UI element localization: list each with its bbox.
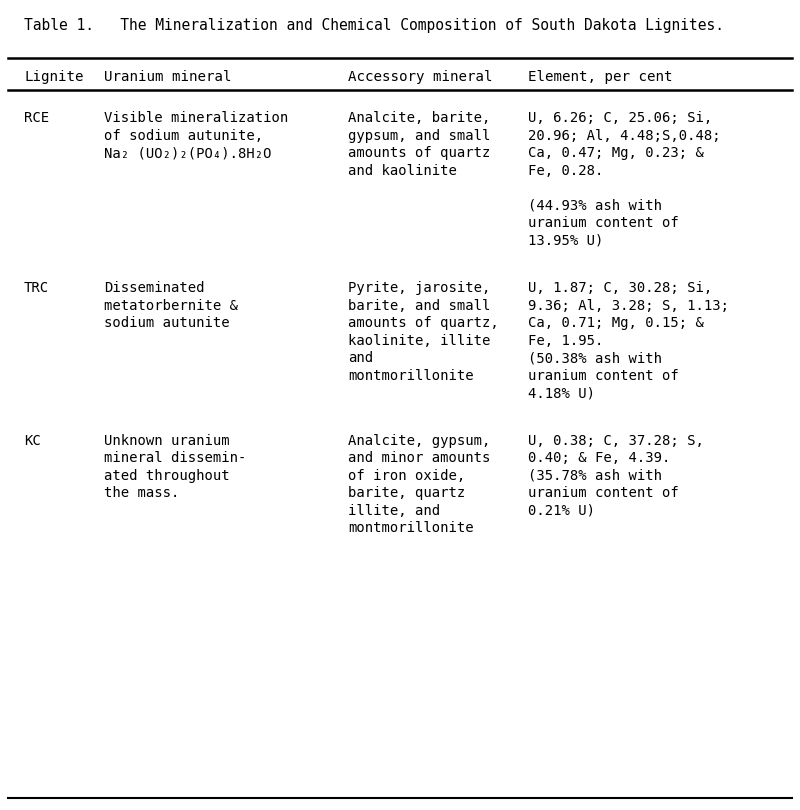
Text: RCE: RCE: [24, 112, 49, 126]
Text: montmorillonite: montmorillonite: [348, 522, 474, 535]
Text: kaolinite, illite: kaolinite, illite: [348, 334, 490, 348]
Text: Ca, 0.71; Mg, 0.15; &: Ca, 0.71; Mg, 0.15; &: [528, 317, 704, 330]
Text: Unknown uranium: Unknown uranium: [104, 434, 230, 448]
Text: amounts of quartz,: amounts of quartz,: [348, 317, 498, 330]
Text: uranium content of: uranium content of: [528, 487, 678, 501]
Text: mineral dissemin-: mineral dissemin-: [104, 451, 246, 466]
Text: (35.78% ash with: (35.78% ash with: [528, 469, 662, 483]
Text: U, 0.38; C, 37.28; S,: U, 0.38; C, 37.28; S,: [528, 434, 704, 448]
Text: Analcite, barite,: Analcite, barite,: [348, 112, 490, 126]
Text: (50.38% ash with: (50.38% ash with: [528, 352, 662, 365]
Text: and minor amounts: and minor amounts: [348, 451, 490, 466]
Text: U, 1.87; C, 30.28; Si,: U, 1.87; C, 30.28; Si,: [528, 282, 712, 296]
Text: Na₂ (UO₂)₂(PO₄).8H₂O: Na₂ (UO₂)₂(PO₄).8H₂O: [104, 147, 271, 160]
Text: Uranium mineral: Uranium mineral: [104, 70, 231, 84]
Text: illite, and: illite, and: [348, 504, 440, 518]
Text: Accessory mineral: Accessory mineral: [348, 70, 493, 84]
Text: 20.96; Al, 4.48;S,0.48;: 20.96; Al, 4.48;S,0.48;: [528, 129, 721, 143]
Text: Fe, 1.95.: Fe, 1.95.: [528, 334, 603, 348]
Text: 9.36; Al, 3.28; S, 1.13;: 9.36; Al, 3.28; S, 1.13;: [528, 299, 729, 313]
Text: Table 1.   The Mineralization and Chemical Composition of South Dakota Lignites.: Table 1. The Mineralization and Chemical…: [24, 18, 724, 33]
Text: Element, per cent: Element, per cent: [528, 70, 673, 84]
Text: Analcite, gypsum,: Analcite, gypsum,: [348, 434, 490, 448]
Text: 0.40; & Fe, 4.39.: 0.40; & Fe, 4.39.: [528, 451, 670, 466]
Text: Lignite: Lignite: [24, 70, 83, 84]
Text: Visible mineralization: Visible mineralization: [104, 112, 288, 126]
Text: ated throughout: ated throughout: [104, 469, 230, 483]
Text: (44.93% ash with: (44.93% ash with: [528, 199, 662, 213]
Text: gypsum, and small: gypsum, and small: [348, 129, 490, 143]
Text: amounts of quartz: amounts of quartz: [348, 147, 490, 160]
Text: U, 6.26; C, 25.06; Si,: U, 6.26; C, 25.06; Si,: [528, 112, 712, 126]
Text: KC: KC: [24, 434, 41, 448]
Text: uranium content of: uranium content of: [528, 216, 678, 231]
Text: of sodium autunite,: of sodium autunite,: [104, 129, 263, 143]
Text: 13.95% U): 13.95% U): [528, 234, 603, 248]
Text: and: and: [348, 352, 373, 365]
Text: sodium autunite: sodium autunite: [104, 317, 230, 330]
Text: of iron oxide,: of iron oxide,: [348, 469, 466, 483]
Text: barite, and small: barite, and small: [348, 299, 490, 313]
Text: and kaolinite: and kaolinite: [348, 164, 457, 178]
Text: barite, quartz: barite, quartz: [348, 487, 466, 501]
Text: 0.21% U): 0.21% U): [528, 504, 595, 518]
Text: metatorbernite &: metatorbernite &: [104, 299, 238, 313]
Text: montmorillonite: montmorillonite: [348, 369, 474, 383]
Text: uranium content of: uranium content of: [528, 369, 678, 383]
Text: 4.18% U): 4.18% U): [528, 386, 595, 400]
Text: the mass.: the mass.: [104, 487, 179, 501]
Text: Ca, 0.47; Mg, 0.23; &: Ca, 0.47; Mg, 0.23; &: [528, 147, 704, 160]
Text: Fe, 0.28.: Fe, 0.28.: [528, 164, 603, 178]
Text: TRC: TRC: [24, 282, 49, 296]
Text: Disseminated: Disseminated: [104, 282, 205, 296]
Text: Pyrite, jarosite,: Pyrite, jarosite,: [348, 282, 490, 296]
